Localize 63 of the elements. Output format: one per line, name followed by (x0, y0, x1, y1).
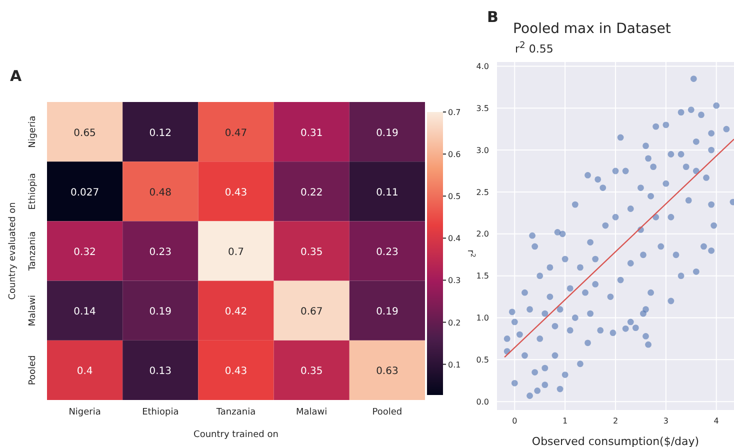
data-label: 0.23 (149, 247, 172, 258)
data-label: 0.35 (300, 247, 323, 258)
x-tick-label: 4 (714, 416, 719, 426)
y-tick-label: Ethiopia (28, 173, 38, 210)
x-tick-label: Nigeria (68, 407, 101, 418)
x-tick-label: 2 (612, 416, 618, 426)
y-tick-label: 4.0 (476, 62, 489, 72)
x-tick-label: 0 (512, 416, 518, 426)
y-tick-label: 3.5 (476, 104, 489, 113)
x-tick-label: Pooled (372, 407, 402, 418)
data-label: 0.11 (376, 187, 398, 198)
data-label: 0.43 (224, 366, 248, 378)
color-bar-label: 0.3 (448, 276, 461, 286)
y-axis-title: Country evaluated on (8, 202, 18, 300)
chart-subtitle: r$^{2}$ 0.55 (515, 40, 554, 56)
data-label: 0.19 (149, 306, 172, 318)
color-bar-label: 0.6 (448, 150, 461, 160)
color-bar-label: 0.7 (448, 108, 461, 117)
data-label: 0.7 (228, 247, 244, 258)
data-label: 0.47 (224, 128, 248, 139)
x-tick-label: Ethiopia (142, 407, 179, 418)
y-tick-label: Pooled (28, 355, 38, 386)
y-tick-label: 3.0 (476, 146, 489, 155)
color-bar-label: 0.1 (448, 360, 461, 370)
data-label: 0.23 (376, 247, 398, 258)
chart-title: Pooled max in Dataset (513, 21, 671, 37)
data-label: 0.22 (300, 187, 323, 198)
x-tick-label: Malawi (296, 407, 328, 418)
text: B (487, 8, 498, 26)
data-label: 0.43 (224, 187, 248, 198)
data-label: 0.13 (149, 366, 172, 378)
x-tick-label: Tanzania (215, 407, 256, 418)
data-label: 0.67 (300, 306, 323, 318)
data-label: 0.32 (74, 247, 96, 258)
data-label: 0.12 (149, 128, 172, 139)
data-label: 0.65 (74, 128, 96, 139)
data-label: 0.42 (224, 306, 248, 318)
y-tick-label: 2.5 (476, 188, 489, 197)
x-axis-title: Country trained on (194, 430, 278, 440)
data-label: 0.63 (376, 366, 398, 378)
data-label: 0.027 (70, 187, 100, 198)
data-label: 0.19 (376, 306, 398, 318)
x-axis-title: Observed consumption($/day) (532, 435, 700, 447)
x-tick-label: 1 (562, 416, 568, 426)
color-bar-label: 0.2 (448, 318, 461, 328)
data-label: 0.14 (74, 306, 96, 318)
y-tick-label: 0.0 (476, 397, 489, 406)
y-tick-label: 2.0 (476, 230, 489, 239)
data-label: 0.31 (300, 128, 323, 139)
x-tick-label: 3 (663, 416, 668, 426)
y-tick-label: 0.5 (476, 356, 489, 365)
y-tick-label: Malawi (28, 295, 38, 326)
data-label: 0.48 (149, 187, 172, 198)
text: A (10, 67, 22, 85)
y-tick-label: 1.5 (476, 272, 489, 281)
color-bar-label: 0.4 (448, 234, 461, 244)
y-tick-label: 1.0 (476, 314, 489, 323)
data-label: 0.19 (376, 128, 398, 139)
data-label: 0.35 (300, 366, 323, 378)
data-label: 0.4 (76, 366, 93, 378)
y-tick-label: Tanzania (28, 231, 38, 272)
color-bar-label: 0.5 (448, 192, 461, 202)
y-tick-label: Nigeria (28, 116, 38, 148)
